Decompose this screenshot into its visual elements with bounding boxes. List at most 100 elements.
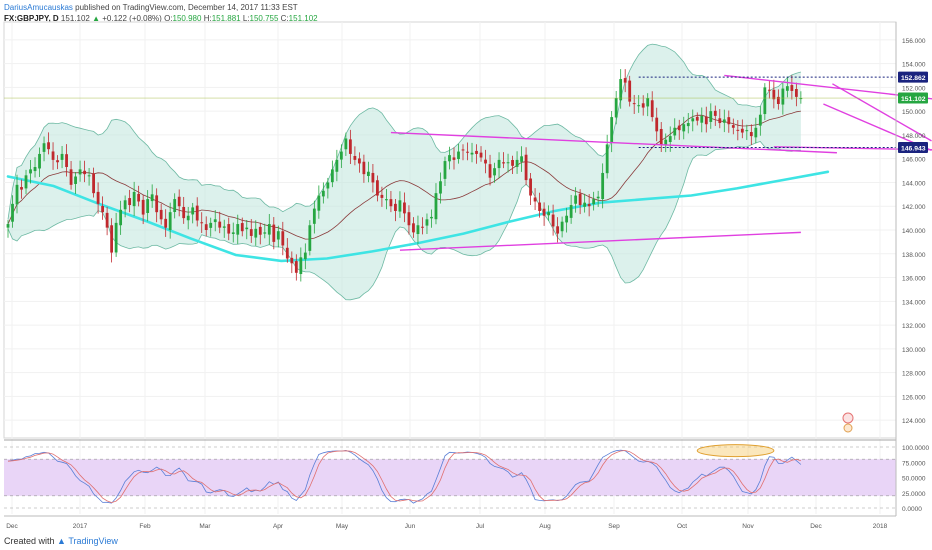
price-badge-label: 151.102 (901, 96, 926, 103)
open-value: 150.980 (172, 14, 202, 23)
candle-body (186, 215, 190, 221)
candle-body (380, 194, 384, 198)
candle (524, 147, 528, 186)
event-dividend-icon (843, 423, 853, 433)
candle (182, 196, 186, 224)
candle (168, 202, 172, 239)
candle-body (254, 228, 258, 238)
tradingview-brand[interactable]: TradingView (68, 536, 118, 546)
candle-body (299, 257, 303, 275)
symbol-label[interactable]: FX:GBPJPY, D (4, 14, 59, 23)
candle (623, 69, 627, 93)
candle-body (659, 128, 663, 145)
candle-body (33, 167, 37, 172)
x-tick-label: Oct (677, 523, 687, 530)
candle-body (799, 98, 803, 100)
candle-body (376, 180, 379, 196)
candle (267, 213, 271, 245)
candle-body (137, 193, 141, 202)
candle (119, 200, 123, 235)
candle-body (353, 155, 357, 160)
candle-body (583, 202, 587, 207)
candle-body (466, 151, 469, 153)
candle (511, 155, 514, 174)
candle-body (416, 225, 420, 235)
candle-body (718, 118, 722, 124)
candle (74, 172, 77, 194)
candle (335, 149, 339, 182)
candle-body (425, 219, 429, 226)
candle-body (20, 187, 23, 190)
candle (745, 124, 749, 140)
candle-body (677, 125, 681, 131)
candle-body (605, 144, 609, 174)
candle (484, 149, 487, 174)
candle-body (357, 158, 361, 164)
candle (547, 205, 550, 221)
x-tick-label: Aug (539, 523, 551, 530)
candle-body (709, 111, 713, 122)
candle-body (330, 169, 334, 183)
publish-line: DariusAmucauskas published on TradingVie… (4, 2, 318, 13)
candle-body (195, 205, 199, 221)
candle (294, 254, 298, 281)
candle (794, 82, 798, 107)
candle (583, 193, 587, 213)
candle-body (452, 157, 456, 160)
candle-body (249, 229, 253, 236)
candle-body (110, 225, 114, 253)
author-link[interactable]: DariusAmucauskas (4, 3, 73, 12)
candle (191, 202, 195, 224)
candle-body (141, 199, 145, 215)
candle (389, 191, 393, 213)
candle (655, 107, 659, 142)
candle-body (542, 208, 546, 216)
candle (83, 160, 86, 183)
candle-body (191, 207, 195, 215)
candle-body (623, 78, 627, 83)
candle (614, 90, 618, 125)
candle (150, 184, 154, 208)
tradingview-logo[interactable]: ▲ (57, 536, 66, 546)
y-tick-label: 124.000 (902, 418, 926, 425)
candle (772, 79, 776, 109)
candle (448, 146, 451, 170)
candle-body (132, 191, 136, 207)
candle-body (628, 80, 632, 102)
candle (781, 82, 785, 115)
chart-header: DariusAmucauskas published on TradingVie… (4, 2, 318, 24)
candle (222, 219, 226, 238)
candle (646, 93, 650, 117)
candle-body (38, 153, 41, 169)
candle (60, 146, 64, 169)
candle (650, 91, 654, 122)
candle-body (47, 142, 50, 150)
candle-body (767, 89, 771, 91)
candle (439, 172, 442, 204)
candle (204, 216, 208, 237)
candle (475, 144, 478, 164)
candle-body (740, 128, 744, 133)
candle (29, 160, 32, 184)
publish-info: published on TradingView.com, December 1… (75, 3, 298, 12)
candle-body (96, 191, 100, 204)
candle-body (394, 203, 397, 211)
candle (709, 103, 713, 129)
candle (704, 106, 708, 133)
candle-body (92, 173, 95, 194)
candle (403, 192, 406, 223)
candle-body (493, 168, 496, 176)
candle-body (749, 132, 753, 137)
candle (574, 187, 578, 213)
candle-body (87, 175, 91, 177)
candle (87, 168, 91, 186)
candle (218, 211, 222, 234)
x-tick-label: 2017 (73, 523, 88, 530)
candle-body (745, 130, 749, 132)
candle-body (272, 224, 276, 242)
candle (493, 162, 496, 183)
candle (321, 182, 325, 204)
candle-body (74, 176, 77, 184)
candle (569, 194, 573, 224)
